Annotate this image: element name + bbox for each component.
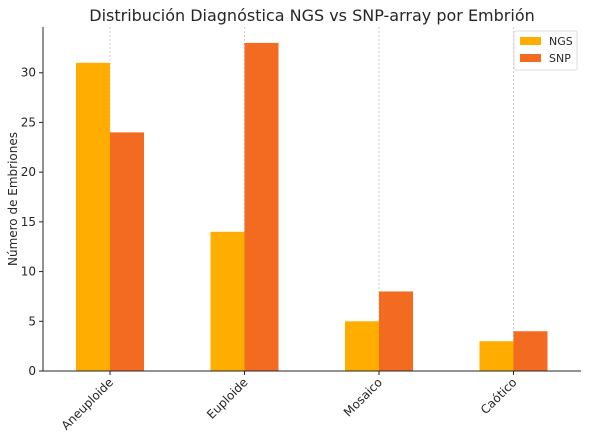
x-tick-label: Euploide xyxy=(204,375,251,422)
bars xyxy=(76,42,548,372)
y-axis-label: Número de Embriones xyxy=(6,132,20,266)
y-tick-label: 25 xyxy=(21,115,36,129)
y-tick-label: 5 xyxy=(28,314,36,328)
y-tick-label: 0 xyxy=(28,364,36,378)
bar-snp-mosaico xyxy=(379,291,413,371)
y-ticks: 0 5 10 15 20 25 30 xyxy=(21,66,43,378)
bar-ngs-mosaico xyxy=(345,321,379,371)
y-tick-label: 30 xyxy=(21,66,36,80)
legend: NGS SNP xyxy=(513,30,578,71)
bar-snp-aneuploide xyxy=(110,132,144,371)
bar-snp-euploide xyxy=(244,42,279,372)
x-tick-label: Mosaico xyxy=(341,375,385,419)
legend-label-snp: SNP xyxy=(549,52,571,65)
legend-swatch-snp xyxy=(520,54,541,62)
axes xyxy=(42,27,581,372)
y-tick-label: 10 xyxy=(21,265,36,279)
bar-ngs-aneuploide xyxy=(76,62,110,372)
bar-snp-caótico xyxy=(513,331,548,371)
legend-label-ngs: NGS xyxy=(549,35,573,48)
bar-ngs-euploide xyxy=(210,231,245,371)
y-tick-label: 15 xyxy=(21,215,36,229)
grid-lines xyxy=(109,27,514,371)
legend-swatch-ngs xyxy=(520,37,541,45)
y-tick-label: 20 xyxy=(21,165,36,179)
x-tick-label: Aneuploide xyxy=(59,375,117,433)
x-tick-label: Caótico xyxy=(478,375,520,417)
chart-title: Distribución Diagnóstica NGS vs SNP-arra… xyxy=(89,6,535,25)
bar-ngs-caótico xyxy=(479,341,514,371)
x-ticks: Aneuploide Euploide Mosaico Caótico xyxy=(59,371,520,433)
